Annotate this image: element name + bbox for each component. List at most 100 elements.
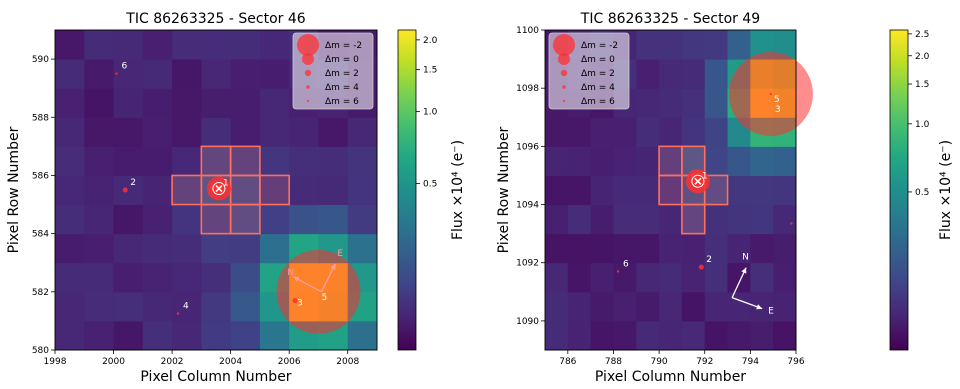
heatmap-cell [773,320,797,351]
star-label: 4 [183,302,189,312]
heatmap-cell [659,320,683,351]
heatmap-cell [84,59,115,89]
heatmap-cell [113,320,144,351]
heatmap-cell [636,320,660,351]
plot-frame [54,29,378,351]
heatmap-cell [84,233,115,264]
heatmap-cell [55,320,85,351]
heatmap-cell [545,262,569,293]
chart-title: TIC 86263325 - Sector 49 [580,11,760,27]
heatmap-cell [636,146,660,176]
heatmap-cell [659,262,683,293]
heatmap-cell [172,88,202,118]
star-label: 2 [706,255,712,265]
heatmap-cell [172,30,202,60]
y-axis-label: Pixel Row Number [496,126,512,253]
x-tick-label: 792 [696,357,713,367]
star-marker [122,187,128,193]
heatmap-cell [347,320,378,351]
heatmap-cell [773,262,797,293]
heatmap-cell [704,320,729,351]
y-tick-label: 1094 [516,201,539,211]
heatmap-cell [545,175,569,206]
heatmap-cell [545,291,569,322]
heatmap-cell [172,117,202,147]
heatmap-cell [113,291,144,322]
legend-marker [560,69,568,77]
heatmap-cell [727,175,751,206]
heatmap-cell [230,291,261,322]
heatmap-cell [55,146,85,176]
heatmap-cell [259,117,290,147]
heatmap-cell [613,146,637,176]
heatmap-cell [545,204,569,235]
heatmap-cell [84,320,115,351]
star-label: 5 [774,95,780,105]
heatmap-cell [590,291,614,322]
heatmap-cell [113,233,144,264]
chart-title: TIC 86263325 - Sector 46 [125,11,305,27]
heatmap-cell [230,59,261,89]
heatmap-cell [55,204,85,235]
star-label: 4 [796,211,802,221]
heatmap-cell [659,175,683,206]
heatmap-cell [773,146,797,176]
heatmap-cell [172,262,202,293]
aperture-pixel [658,174,683,206]
target-cross [215,184,223,193]
colorbar-tick-label: 2.0 [423,36,438,46]
heatmap-cell [55,175,85,206]
heatmap-cell [142,262,173,293]
x-axis-label: Pixel Column Number [140,369,291,385]
heatmap-cell [659,88,683,118]
heatmap-cell [727,262,751,293]
heatmap-cell [567,204,592,235]
heatmap-cell [201,30,232,60]
aperture-pixel [658,145,683,177]
heatmap-cell [84,291,115,322]
heatmap-cell [113,117,144,147]
heatmap-cell [567,175,592,206]
heatmap-cell [142,117,173,147]
x-tick-label: 790 [650,357,667,367]
gaia-stars [616,52,813,273]
compass-north-arrow [731,267,747,298]
star-marker [790,222,793,225]
colorbar-gradient [889,29,909,351]
heatmap-cell [590,146,614,176]
legend: Δm = -2 Δm = 0 Δm = 2 Δm = 4 Δm = 6 [292,32,374,110]
star-marker [616,270,620,273]
aperture-pixel [681,203,706,235]
heatmap-cell [113,88,144,118]
heatmap-cell [704,146,729,176]
heatmap-cell [113,175,144,206]
colorbar-label: Flux ×10⁴ (e⁻) [938,140,954,240]
colorbar-tick-label: 1.5 [915,80,929,90]
legend-marker [302,53,314,65]
star-label: 2 [130,178,136,188]
heatmap-cell [230,146,261,176]
heatmap-cell [259,146,290,176]
colorbar-tick-label: 0.5 [915,188,929,198]
legend-entry: Δm = 6 [581,97,615,107]
heatmap-cell [259,320,290,351]
heatmap-cell [590,320,614,351]
y-ticks: 580 582 584 586 588 590 [32,55,55,356]
heatmap-cell [750,262,774,293]
star-label: 1 [702,171,708,181]
heatmap-cell [613,262,637,293]
heatmap-cell [681,204,706,235]
heatmap-cell [84,30,115,60]
legend-marker [306,85,310,89]
heatmap-cell [84,262,115,293]
heatmap-cell [750,175,774,206]
star-label: 5 [321,293,327,303]
heatmap-cell [172,233,202,264]
heatmap-cell [259,59,290,89]
heatmap-cell [567,291,592,322]
heatmap-cell [567,233,592,264]
heatmap-cell [347,204,378,235]
star-labels: 1 2 3 4 5 6 [121,62,327,312]
